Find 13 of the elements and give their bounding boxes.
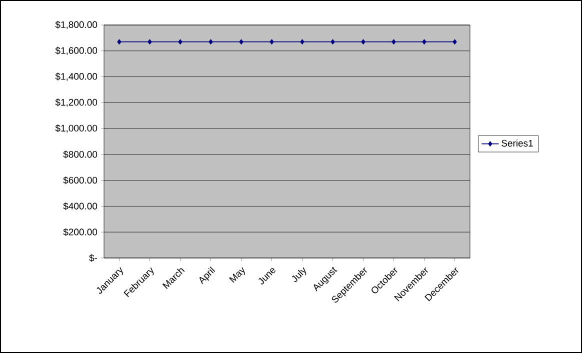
y-tick-label: $200.00 bbox=[63, 228, 98, 236]
y-tick-label: $1,400.00 bbox=[55, 72, 98, 81]
y-tick-label: $1,600.00 bbox=[55, 46, 98, 56]
y-tick-label: $600.00 bbox=[63, 176, 98, 184]
y-tick-label: $1,800.00 bbox=[55, 20, 98, 30]
x-tick-label: July bbox=[292, 267, 306, 282]
y-tick-label: $1,000.00 bbox=[55, 124, 98, 133]
y-tick-label: $- bbox=[89, 254, 98, 262]
x-tick-label: May bbox=[229, 267, 245, 283]
y-tick-label: $400.00 bbox=[63, 202, 98, 210]
y-tick-label: $800.00 bbox=[63, 150, 98, 158]
legend-label: Series1 bbox=[502, 140, 533, 147]
y-tick-label: $1,200.00 bbox=[55, 98, 98, 107]
